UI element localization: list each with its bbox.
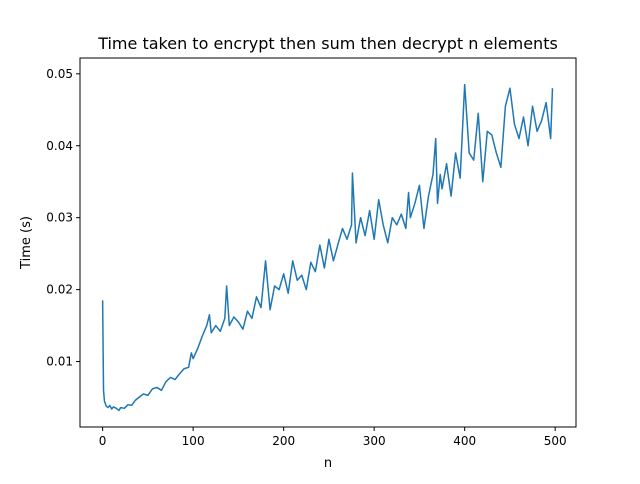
x-tick-label: 100: [182, 434, 205, 448]
y-tick-label: 0.04: [46, 139, 73, 153]
y-tick-label: 0.03: [46, 211, 73, 225]
x-tick-label: 300: [363, 434, 386, 448]
x-axis-label: n: [324, 456, 332, 471]
y-axis-label: Time (s): [19, 216, 34, 270]
y-axis-ticks: 0.01 0.02 0.03 0.04 0.05: [46, 67, 80, 369]
series-line-0: [101, 83, 554, 412]
y-tick-label: 0.01: [46, 355, 73, 369]
x-tick-label: 500: [544, 434, 567, 448]
x-tick-label: 200: [272, 434, 295, 448]
x-tick-label: 400: [453, 434, 476, 448]
y-tick-label: 0.05: [46, 67, 73, 81]
plot-frame: [79, 57, 577, 428]
x-tick-label: 0: [99, 434, 107, 448]
plot-area: [101, 83, 554, 412]
x-axis-ticks: 0 100 200 300 400 500: [99, 427, 567, 448]
chart-title: Time taken to encrypt then sum then decr…: [97, 34, 558, 53]
y-tick-label: 0.02: [46, 283, 73, 297]
